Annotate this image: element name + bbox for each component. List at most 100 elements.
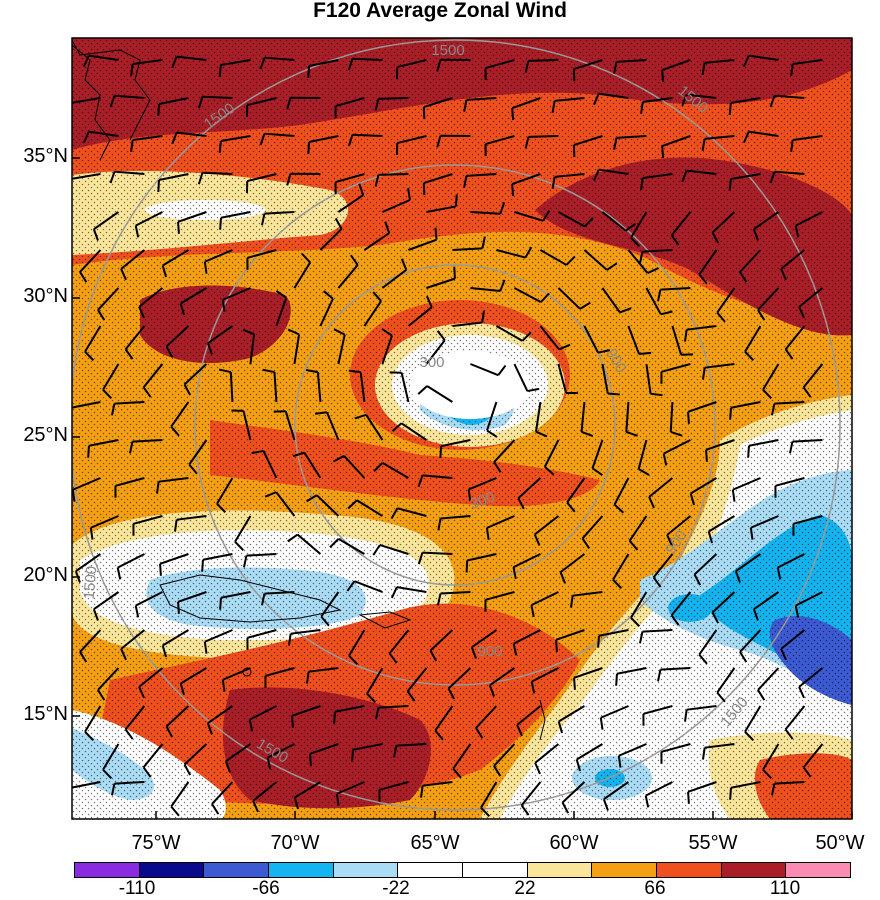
wind-barb <box>784 705 806 740</box>
wind-barb <box>612 553 630 590</box>
wind-barb <box>520 781 542 816</box>
wind-barb <box>701 363 735 380</box>
wind-barb <box>157 97 189 117</box>
wind-barb <box>334 173 365 195</box>
wind-barb <box>72 781 101 789</box>
wind-barb <box>488 667 515 697</box>
wind-barb <box>261 211 295 226</box>
wind-barb <box>417 551 453 565</box>
wind-barb <box>170 401 190 437</box>
wind-barb <box>439 439 471 459</box>
wind-barb <box>373 461 409 479</box>
wind-barb <box>670 591 692 626</box>
wind-barb <box>661 59 691 83</box>
wind-barb <box>566 477 586 513</box>
wind-barb <box>393 743 427 758</box>
wind-barb <box>613 135 647 150</box>
wind-barb <box>378 781 409 802</box>
wind-barb <box>539 249 576 266</box>
wind-barb <box>391 422 427 441</box>
wind-barb <box>698 249 718 285</box>
wind-barb <box>798 287 824 319</box>
wind-barb <box>776 553 805 580</box>
wind-barb <box>381 258 408 289</box>
wind-barb <box>286 96 321 110</box>
wind-barb <box>116 553 145 580</box>
wind-barb <box>234 515 252 552</box>
wind-barb <box>543 439 560 476</box>
colorbar-label: -22 <box>382 878 410 899</box>
wind-barb <box>511 173 541 197</box>
colorbar-label: 66 <box>644 878 666 899</box>
wind-barb <box>206 705 233 735</box>
wind-barb <box>429 629 454 662</box>
wind-barb <box>465 553 497 573</box>
wind-barb <box>372 544 409 556</box>
wind-barb <box>757 667 780 701</box>
wind-barb <box>381 328 393 365</box>
wind-barb <box>203 629 233 654</box>
wind-barb <box>337 254 359 289</box>
wind-barb <box>557 287 591 310</box>
colorbar-box <box>269 863 334 877</box>
wind-barb <box>171 55 207 69</box>
wind-barb <box>689 477 717 506</box>
wind-barb <box>802 743 824 778</box>
wind-barb <box>744 325 762 362</box>
wind-barb <box>203 249 233 274</box>
wind-barb <box>188 439 208 475</box>
wind-barb <box>309 743 339 766</box>
wind-barb <box>266 743 295 770</box>
wind-barb <box>711 211 736 244</box>
wind-barb <box>320 591 340 627</box>
wind-barb <box>243 553 277 568</box>
wind-barb <box>221 287 251 312</box>
wind-barb <box>486 401 498 438</box>
wind-barb <box>517 477 542 510</box>
wind-barb <box>417 474 453 488</box>
wind-barb <box>291 705 321 728</box>
wind-barb <box>601 211 637 232</box>
wind-barb <box>484 591 515 612</box>
wind-barb <box>452 236 486 251</box>
wind-barb <box>792 515 823 536</box>
wind-barb <box>218 59 251 78</box>
wind-barb <box>551 173 585 189</box>
wind-barb <box>120 629 146 661</box>
wind-barb <box>513 287 550 304</box>
wind-barb <box>683 325 717 342</box>
wind-barb <box>557 705 585 734</box>
wind-barb <box>307 135 339 155</box>
colorbar-label: -110 <box>118 878 156 899</box>
wind-barb <box>390 507 427 520</box>
wind-barb <box>246 249 277 270</box>
wind-barb <box>183 743 208 776</box>
wind-barb <box>161 249 189 278</box>
wind-barb <box>287 629 321 646</box>
wind-barb <box>72 401 101 409</box>
wind-barb <box>72 173 101 180</box>
wind-barb <box>752 211 779 241</box>
map-frame <box>71 37 853 820</box>
map-title: F120 Average Zonal Wind <box>313 0 567 22</box>
wind-barb <box>762 743 780 780</box>
wind-barb <box>120 249 146 281</box>
wind-barb <box>155 477 189 494</box>
wind-barb <box>395 135 427 156</box>
wind-barb <box>627 325 652 356</box>
wind-barb <box>784 325 806 360</box>
wind-barb <box>97 287 120 321</box>
wind-barb <box>534 743 560 775</box>
wind-barb <box>264 667 295 688</box>
wind-barb <box>539 325 571 351</box>
wind-barb <box>132 515 163 536</box>
wind-barb <box>524 59 559 73</box>
wind-barb <box>447 667 472 700</box>
wind-barb <box>389 371 410 403</box>
wind-barb <box>216 477 234 514</box>
wind-barb <box>84 705 102 742</box>
colorbar-box <box>592 863 658 877</box>
wind-barb <box>183 363 208 396</box>
wind-barb <box>89 515 119 540</box>
range-ring-label: 300 <box>419 354 444 371</box>
